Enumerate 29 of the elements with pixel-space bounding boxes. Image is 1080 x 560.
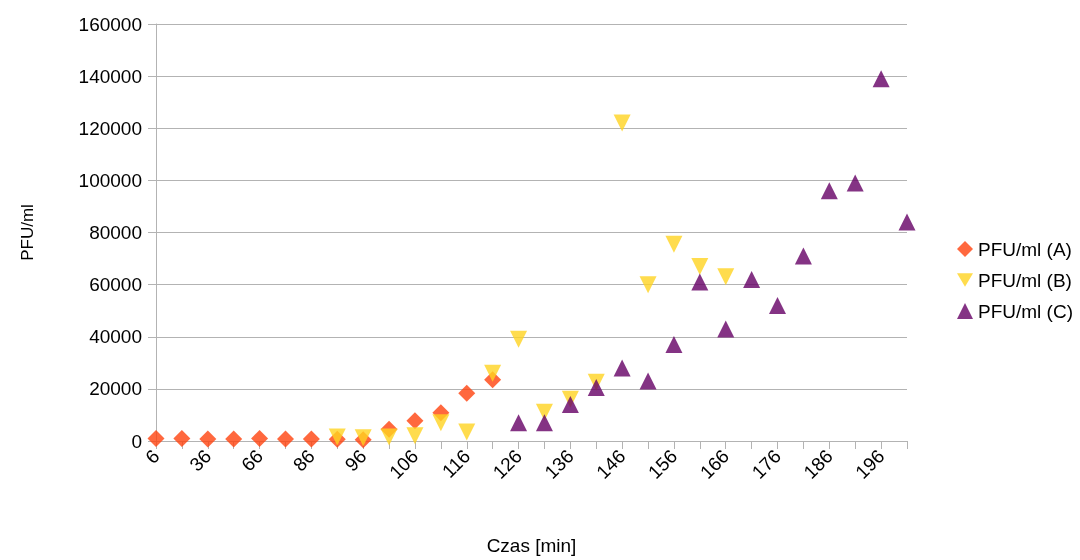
y-tick-label: 20000 [89, 378, 142, 400]
x-tick-label: 186 [799, 445, 837, 483]
x-tick-label: 176 [747, 445, 785, 483]
y-tick-label: 60000 [89, 274, 142, 296]
x-tick-label: 166 [695, 445, 734, 483]
x-tick-label: 106 [385, 445, 423, 483]
x-tick-label: 116 [437, 445, 475, 482]
x-tick-label: 6 [141, 445, 164, 468]
x-tick-label: 66 [237, 445, 268, 476]
x-tick-label: 126 [488, 445, 526, 483]
x-tick-label: 146 [592, 445, 630, 483]
y-tick-label: 40000 [89, 326, 142, 348]
x-tick-label: 86 [289, 445, 319, 476]
x-axis-title: Czas [min] [486, 535, 577, 556]
x-tick-label: 196 [851, 445, 889, 483]
legend-label: PFU/ml (A) [978, 238, 1072, 260]
y-tick-label: 0 [131, 430, 142, 452]
y-tick-label: 80000 [89, 222, 142, 243]
legend-label: PFU/ml (C) [978, 300, 1073, 322]
y-tick-label: 100000 [78, 169, 142, 191]
legend-label: PFU/ml (B) [978, 269, 1072, 291]
y-tick-label: 140000 [78, 65, 142, 87]
y-tick-label: 120000 [78, 117, 142, 139]
x-tick-label: 156 [644, 445, 682, 483]
y-axis-title: PFU/ml [18, 204, 37, 261]
x-tick-label: 136 [540, 445, 578, 483]
x-tick-label: 96 [340, 445, 371, 476]
x-tick-label: 36 [185, 445, 216, 476]
y-tick-label: 160000 [78, 13, 142, 35]
